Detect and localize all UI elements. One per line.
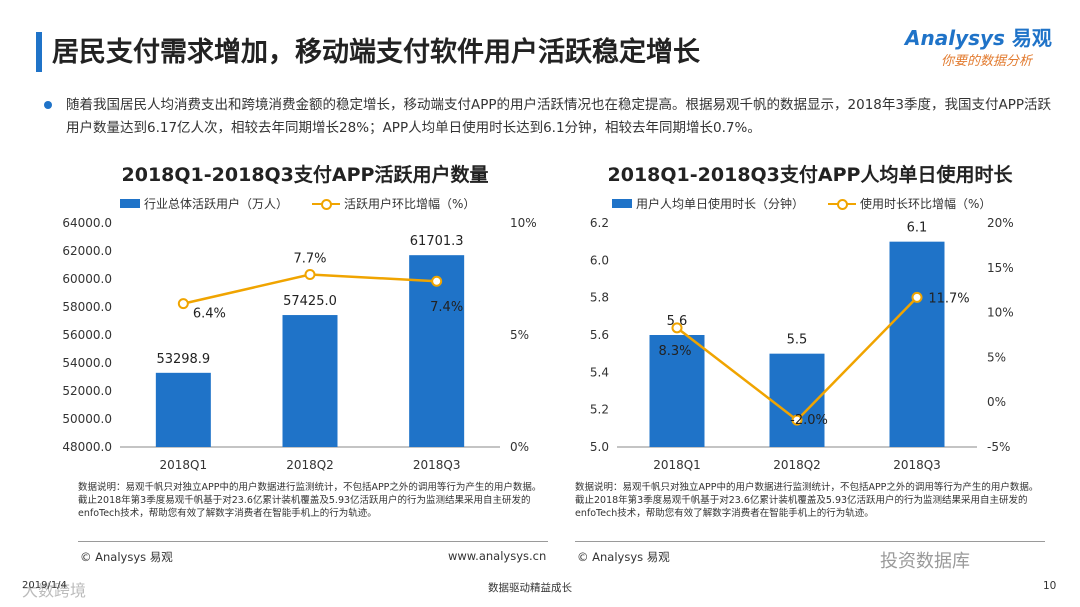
chart1-legend: 行业总体活跃用户（万人） 活跃用户环比增幅（%） <box>120 195 475 212</box>
chart2-xtick-label: 2018Q1 <box>653 458 701 472</box>
chart2-y2tick-label: -5% <box>987 440 1010 454</box>
chart1-line-label: 6.4% <box>193 307 226 322</box>
chart1-ytick-label: 62000.0 <box>62 244 112 258</box>
chart2-ytick-label: 5.2 <box>590 403 609 417</box>
chart2-y2tick-label: 5% <box>987 350 1006 364</box>
page-number: 10 <box>1043 580 1057 592</box>
summary-text: 随着我国居民人均消费支出和跨境消费金额的稳定增长，移动端支付APP的用户活跃情况… <box>66 97 1051 136</box>
chart2-legend-bar-label: 用户人均单日使用时长（分钟） <box>636 197 805 211</box>
watermark-right: 投资数据库 <box>880 551 970 572</box>
chart2-y2tick-label: 20% <box>987 216 1014 230</box>
chart2-legend-line-label: 使用时长环比增幅（%） <box>860 197 992 211</box>
logo-brand: 易观 <box>1011 26 1052 50</box>
chart1-svg: 48000.0 50000.0 52000.0 54000.0 56000.0 58000… <box>62 216 537 472</box>
chart2-bar-label: 5.5 <box>787 333 808 348</box>
chart2-ytick-label: 5.6 <box>590 328 609 342</box>
chart2-bar-label: 6.1 <box>907 221 928 236</box>
chart1-line-point <box>304 269 316 281</box>
chart2-xtick-label: 2018Q3 <box>893 458 941 472</box>
chart2-line-point <box>671 322 683 334</box>
chart2-bar-label: 5.6 <box>667 314 688 329</box>
chart2-title: 2018Q1-2018Q3支付APP人均单日使用时长 <box>607 164 1013 186</box>
legend-line-swatch <box>312 198 341 210</box>
chart1-ytick-label: 60000.0 <box>62 272 112 286</box>
website-link[interactable]: www.analysys.cn <box>448 549 547 563</box>
chart1-bar-label: 61701.3 <box>410 234 464 249</box>
logo-slogan: 你要的数据分析 <box>941 54 1033 69</box>
chart1-ytick-label: 56000.0 <box>62 328 112 342</box>
chart1-line-label: 7.7% <box>293 252 326 267</box>
chart2-ytick-label: 6.2 <box>590 216 609 230</box>
chart1-legend-line-label: 活跃用户环比增幅（%） <box>344 197 476 211</box>
chart2-svg: 5.0 5.2 5.4 5.6 5.8 6.0 6.2 -5% 0% 5% 10% 15% 20% 5.6… <box>590 216 1014 472</box>
chart1-bar-label: 57425.0 <box>283 294 337 309</box>
chart2-y2tick-label: 0% <box>987 395 1006 409</box>
chart2-line-label: 11.7% <box>928 291 969 306</box>
chart2-legend: 用户人均单日使用时长（分钟） 使用时长环比增幅（%） <box>612 195 991 212</box>
chart1-ytick-label: 54000.0 <box>62 356 112 370</box>
chart1-line-label: 7.4% <box>430 300 463 315</box>
chart1-line-point <box>431 275 443 287</box>
chart2-ytick-label: 5.8 <box>590 291 609 305</box>
chart1-note: 数据说明：易观千帆只对独立APP中的用户数据进行监测统计，不包括APP之外的调用… <box>78 482 542 519</box>
footer-date: 2019/1/4 <box>22 580 67 591</box>
chart1-title: 2018Q1-2018Q3支付APP活跃用户数量 <box>121 164 489 186</box>
page-title: 居民支付需求增加，移动端支付软件用户活跃稳定增长 <box>52 37 700 68</box>
chart1-xtick-label: 2018Q1 <box>160 458 208 472</box>
analysys-logo: Analysys 易观 你要的数据分析 <box>905 22 1065 74</box>
chart2-bar <box>889 241 945 447</box>
chart1-bar <box>155 372 211 447</box>
chart2-ytick-label: 5.0 <box>590 440 609 454</box>
chart1-line-point <box>177 298 189 310</box>
chart2-line-label: 8.3% <box>658 344 691 359</box>
chart2-note: 数据说明：易观千帆只对独立APP中的用户数据进行监测统计，不包括APP之外的调用… <box>575 482 1039 519</box>
chart1-y2tick-label: 0% <box>510 440 529 454</box>
chart2-divider <box>575 541 1045 542</box>
chart1-legend-bar-label: 行业总体活跃用户（万人） <box>144 197 289 211</box>
chart1-ytick-label: 58000.0 <box>62 300 112 314</box>
chart1-ytick-label: 64000.0 <box>62 216 112 230</box>
bullet-dot <box>44 101 52 109</box>
chart1-bar <box>282 315 338 447</box>
title-accent-bar <box>36 32 42 72</box>
chart2-ytick-label: 6.0 <box>590 253 609 267</box>
logo-name: Analysys <box>905 26 1005 50</box>
chart2-line-point <box>791 414 803 426</box>
chart1-y2tick-label: 10% <box>510 216 537 230</box>
chart1-bar <box>409 255 465 447</box>
legend-bar-swatch <box>612 199 632 208</box>
chart2-y2tick-label: 15% <box>987 261 1014 275</box>
chart2-y2tick-label: 10% <box>987 306 1014 320</box>
chart1-xtick-label: 2018Q3 <box>413 458 461 472</box>
legend-bar-swatch <box>120 199 140 208</box>
chart2-ytick-label: 5.4 <box>590 365 609 379</box>
chart1-y2tick-label: 5% <box>510 328 529 342</box>
watermark-left: 大数跨境 <box>22 581 87 600</box>
chart1-source: © Analysys 易观 <box>80 550 173 564</box>
chart1-ytick-label: 48000.0 <box>62 440 112 454</box>
chart1-xtick-label: 2018Q2 <box>286 458 334 472</box>
chart1-ytick-label: 52000.0 <box>62 384 112 398</box>
chart2-source: © Analysys 易观 <box>577 550 670 564</box>
chart2-bar <box>649 335 705 447</box>
chart2-line-point <box>911 291 923 303</box>
chart2-line-label: -2.0% <box>790 413 828 428</box>
legend-line-swatch <box>828 198 857 210</box>
chart1-divider <box>78 541 548 542</box>
chart2-xtick-label: 2018Q2 <box>773 458 821 472</box>
chart1-bar-label: 53298.9 <box>156 352 210 367</box>
chart1-ytick-label: 50000.0 <box>62 412 112 426</box>
footer-tagline: 数据驱动精益成长 <box>488 582 572 594</box>
